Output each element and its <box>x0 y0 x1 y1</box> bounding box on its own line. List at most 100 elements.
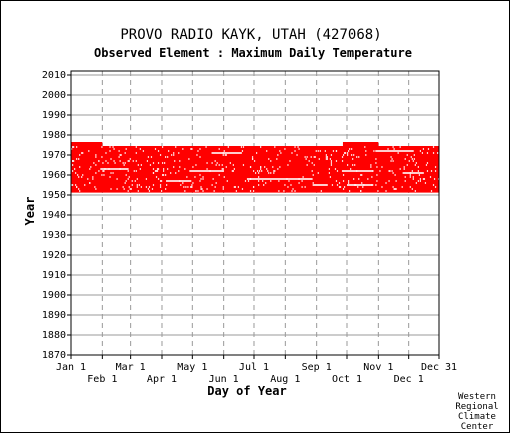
missing-day <box>159 154 162 156</box>
missing-day <box>174 160 176 162</box>
missing-day <box>218 174 220 176</box>
missing-day <box>287 164 289 166</box>
missing-day <box>268 172 270 174</box>
missing-day <box>235 190 237 192</box>
missing-day <box>362 186 364 188</box>
missing-day <box>280 152 282 154</box>
missing-day <box>412 160 414 162</box>
missing-day <box>72 146 74 148</box>
missing-day <box>114 162 116 164</box>
missing-day <box>294 150 296 152</box>
missing-day <box>426 152 429 154</box>
missing-day <box>152 184 155 186</box>
missing-day <box>192 166 194 168</box>
missing-day <box>249 190 252 192</box>
missing-day <box>406 164 408 166</box>
missing-day <box>403 166 405 168</box>
missing-day <box>140 164 142 166</box>
missing-day <box>159 186 162 188</box>
missing-day <box>356 170 358 172</box>
missing-day <box>119 160 121 162</box>
missing-day <box>84 184 86 186</box>
missing-day <box>113 148 115 150</box>
missing-day <box>376 174 378 176</box>
missing-day <box>353 178 355 180</box>
missing-day <box>388 180 390 182</box>
missing-day <box>113 160 115 162</box>
missing-day <box>222 188 224 190</box>
missing-day <box>225 154 227 156</box>
x-tick-label: Oct 1 <box>332 374 362 385</box>
missing-day <box>73 160 75 162</box>
missing-day <box>135 146 137 148</box>
x-tick-label: Jun 1 <box>209 374 239 385</box>
missing-day <box>252 170 255 172</box>
missing-day <box>408 160 410 162</box>
missing-day <box>260 146 262 148</box>
missing-day <box>344 152 347 154</box>
missing-day <box>200 186 202 188</box>
missing-day <box>244 180 247 182</box>
missing-day <box>76 146 78 148</box>
missing-day <box>101 156 103 158</box>
missing-day <box>385 190 387 192</box>
data-row <box>71 164 439 167</box>
missing-day <box>404 176 406 178</box>
missing-day <box>109 176 111 178</box>
data-row <box>71 184 439 187</box>
missing-day <box>266 150 268 152</box>
missing-day <box>118 150 120 152</box>
missing-day <box>409 186 411 188</box>
missing-day <box>152 162 155 164</box>
missing-day <box>157 162 160 164</box>
missing-day <box>202 176 204 178</box>
missing-day <box>173 166 175 168</box>
missing-day <box>394 188 396 190</box>
missing-day <box>430 190 433 192</box>
missing-day <box>202 178 204 180</box>
missing-day <box>423 178 426 180</box>
missing-day <box>137 164 139 166</box>
missing-day <box>341 160 344 162</box>
missing-day <box>232 170 234 172</box>
missing-day <box>305 158 307 160</box>
missing-day <box>156 170 159 172</box>
missing-day <box>270 172 272 174</box>
missing-day <box>76 158 78 160</box>
missing-day <box>284 148 286 150</box>
missing-day <box>329 158 332 160</box>
missing-day <box>355 184 357 186</box>
missing-day <box>413 158 415 160</box>
missing-day <box>160 190 163 192</box>
missing-day <box>277 154 279 156</box>
missing-day <box>105 152 107 154</box>
missing-day <box>206 168 208 170</box>
missing-day <box>412 178 414 180</box>
missing-day <box>71 184 73 186</box>
missing-day <box>72 160 74 162</box>
missing-day <box>72 170 74 172</box>
missing-day <box>128 160 130 162</box>
missing-day <box>279 166 281 168</box>
missing-day <box>223 150 225 152</box>
missing-data-gap <box>166 180 192 182</box>
missing-day <box>180 184 182 186</box>
missing-day <box>419 150 421 152</box>
missing-day <box>434 166 437 168</box>
missing-day <box>270 160 272 162</box>
missing-day <box>232 164 234 166</box>
x-tick-label: Dec 1 <box>394 374 424 385</box>
missing-day <box>251 156 254 158</box>
missing-day <box>325 154 327 156</box>
missing-day <box>247 180 250 182</box>
missing-day <box>284 184 286 186</box>
missing-day <box>425 164 428 166</box>
missing-day <box>78 158 80 160</box>
missing-day <box>123 188 125 190</box>
missing-day <box>404 180 406 182</box>
missing-day <box>161 146 164 148</box>
missing-day <box>81 152 83 154</box>
missing-day <box>154 148 157 150</box>
missing-day <box>124 182 126 184</box>
missing-day <box>298 148 300 150</box>
